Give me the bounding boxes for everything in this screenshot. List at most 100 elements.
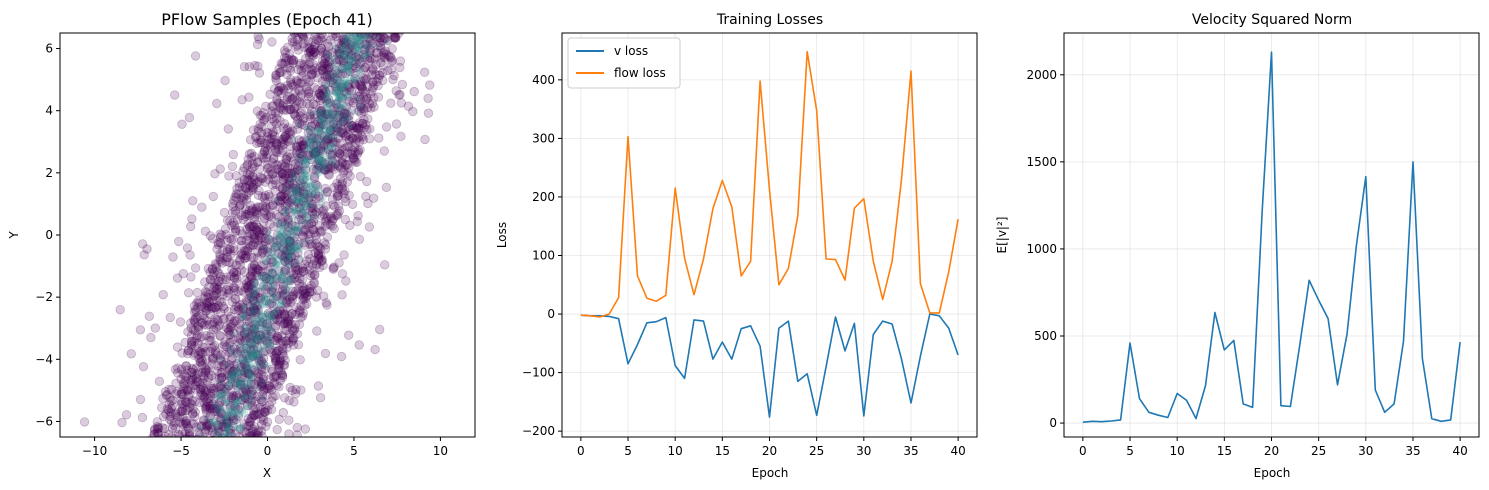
scatter-point (390, 33, 400, 43)
scatter-point (230, 373, 240, 383)
scatter-point (303, 86, 314, 97)
scatter-point (280, 264, 290, 275)
scatter-point (305, 46, 316, 57)
scatter-point (205, 400, 216, 411)
scatter-point (293, 165, 303, 176)
scatter-point (335, 173, 346, 184)
scatter-point (170, 423, 181, 434)
scatter-point (362, 74, 372, 84)
scatter-point (280, 48, 291, 58)
scatter-point (310, 33, 320, 41)
scatter-point (279, 85, 289, 95)
scatter-point (271, 140, 282, 150)
scatter-point (293, 45, 304, 55)
scatter-point (287, 93, 298, 104)
scatter-point (354, 123, 364, 133)
scatter-point (289, 333, 299, 343)
scatter-point (295, 183, 305, 194)
scatter-point (298, 196, 308, 206)
scatter-point (279, 46, 290, 56)
scatter-point (166, 432, 176, 437)
scatter-density-point (372, 43, 380, 51)
scatter-point (209, 291, 219, 302)
scatter-point (200, 367, 211, 378)
scatter-point (245, 337, 256, 347)
scatter-density-point (250, 307, 258, 315)
scatter-point (271, 291, 282, 302)
scatter-point (218, 290, 228, 300)
scatter-point (258, 260, 269, 270)
scatter-point (286, 267, 296, 278)
scatter-point (224, 258, 235, 268)
scatter-point (307, 68, 318, 79)
scatter-point (272, 160, 283, 170)
scatter-point (213, 284, 223, 294)
scatter-point (316, 244, 326, 254)
scatter-point (234, 201, 245, 211)
scatter-point (179, 370, 190, 380)
scatter-point (253, 372, 263, 382)
scatter-point (231, 278, 242, 288)
scatter-point (248, 385, 258, 396)
scatter-point (239, 175, 250, 185)
scatter-point (328, 264, 339, 274)
scatter-point (204, 413, 214, 423)
scatter-point (230, 223, 241, 234)
scatter-point (297, 155, 308, 166)
scatter-density-point (260, 328, 268, 336)
scatter-point (290, 389, 301, 399)
scatter-point (79, 417, 90, 427)
scatter-point (299, 142, 310, 153)
scatter-point (250, 233, 260, 243)
scatter-point (279, 393, 290, 403)
scatter-density-point (243, 403, 251, 411)
scatter-point (211, 288, 222, 298)
scatter-point (262, 160, 273, 170)
scatter-point (298, 143, 309, 154)
losses-legend: v loss flow loss (567, 37, 681, 89)
scatter-density-point (282, 184, 290, 192)
scatter-point (271, 335, 281, 346)
scatter-point (242, 307, 252, 317)
scatter-point (230, 294, 241, 304)
scatter-point (333, 33, 343, 38)
scatter-point (304, 220, 314, 230)
scatter-point (225, 402, 235, 413)
scatter-point (336, 119, 346, 130)
scatter-point (229, 283, 240, 293)
scatter-point (285, 245, 295, 255)
scatter-point (323, 219, 333, 229)
scatter-point (212, 403, 222, 413)
scatter-point (272, 139, 282, 149)
scatter-point (344, 141, 354, 152)
scatter-density-point (259, 339, 267, 347)
scatter-point (278, 98, 289, 109)
scatter-point (342, 159, 353, 170)
scatter-density-point (344, 80, 351, 88)
scatter-point (248, 172, 259, 182)
scatter-point (311, 147, 321, 157)
y-tick-label: 0 (1049, 416, 1057, 430)
scatter-point (293, 35, 303, 45)
scatter-point (270, 281, 281, 291)
scatter-point (240, 384, 251, 394)
scatter-point (200, 364, 211, 374)
scatter-point (265, 219, 275, 229)
scatter-point (351, 122, 361, 133)
scatter-point (276, 219, 286, 229)
scatter-point (344, 330, 354, 340)
scatter-density-point (273, 274, 281, 282)
scatter-point (292, 114, 303, 125)
scatter-point (288, 183, 298, 193)
scatter-point (341, 68, 351, 78)
scatter-point (265, 262, 275, 272)
scatter-point (184, 389, 195, 400)
scatter-point (266, 286, 277, 296)
y-tick-label: 300 (532, 131, 555, 145)
scatter-point (359, 104, 369, 114)
scatter-point (371, 48, 382, 58)
scatter-point (286, 274, 297, 284)
scatter-point (186, 367, 197, 377)
scatter-point (258, 225, 268, 236)
scatter-point (366, 66, 376, 76)
